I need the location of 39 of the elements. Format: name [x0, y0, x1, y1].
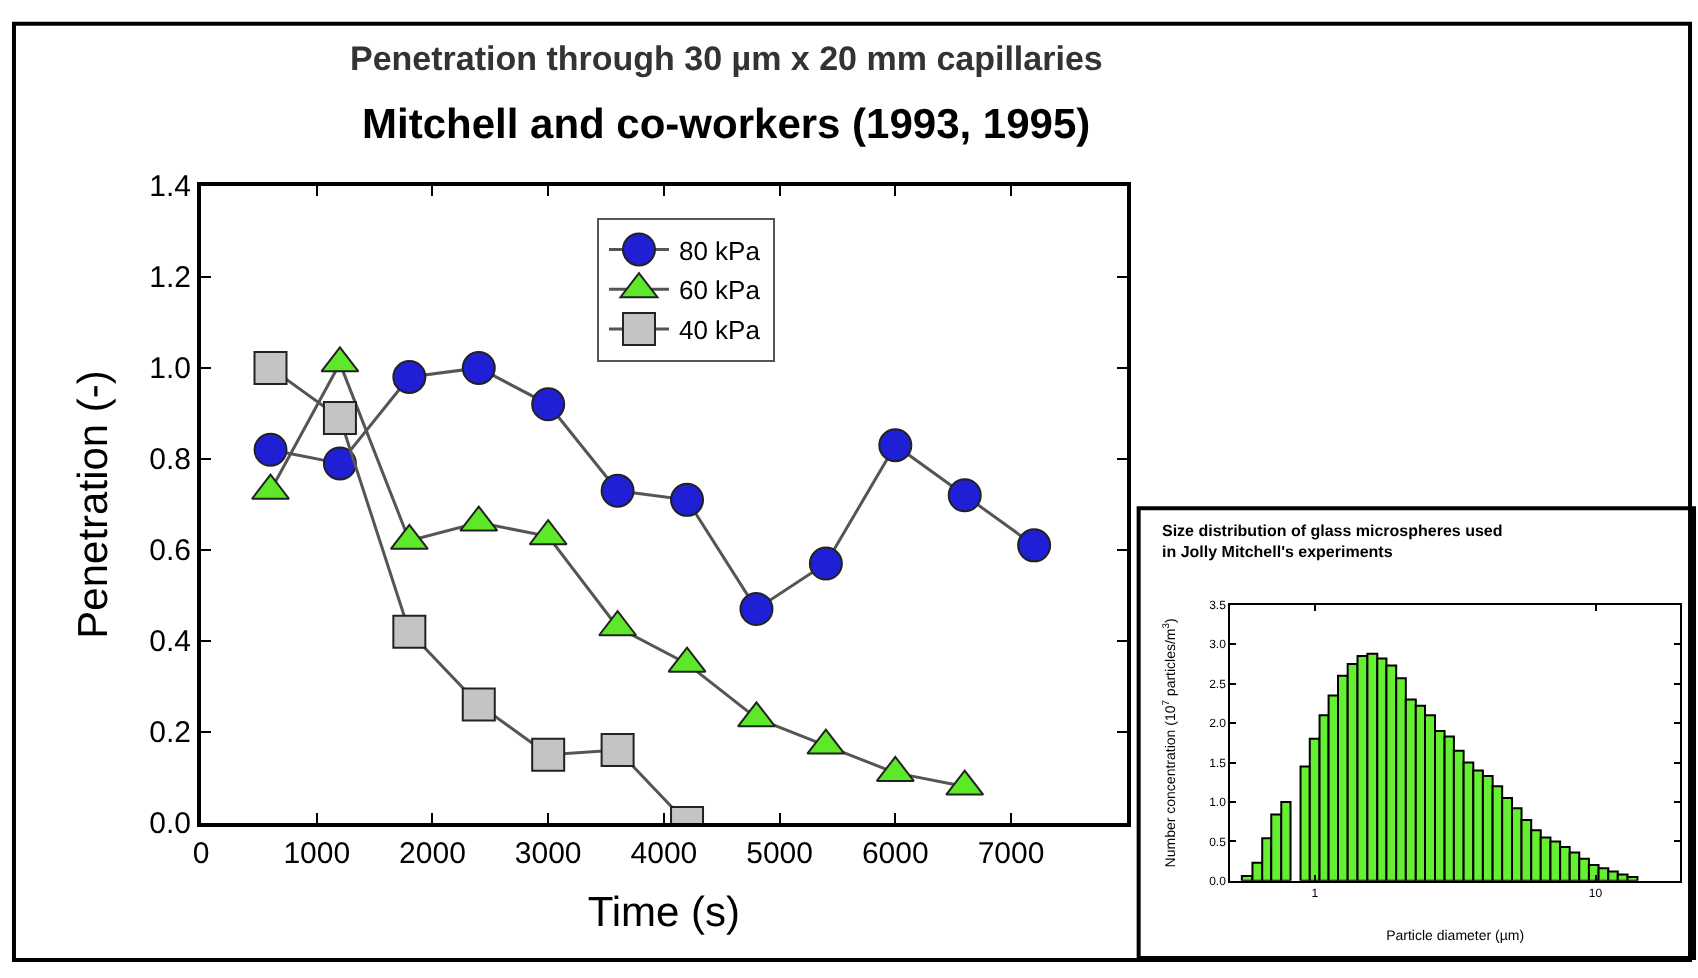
legend-label: 40 kPa: [678, 315, 762, 346]
point: [1017, 528, 1052, 563]
x-tick-label: 6000: [861, 836, 929, 871]
x-tick-label: 7000: [977, 836, 1045, 871]
legend-label: 80 kPa: [678, 235, 762, 266]
point: [531, 387, 566, 422]
point: [253, 432, 288, 467]
y-axis-title: Penetration (-): [70, 370, 117, 639]
y-tick-label: 0.2: [149, 716, 192, 751]
point: [947, 478, 982, 513]
point: [392, 360, 427, 394]
y-tick-label: 1.2: [149, 261, 192, 296]
x-tick-label: 0: [192, 836, 210, 871]
x-tick-label: 3000: [514, 836, 582, 871]
point: [461, 350, 496, 385]
point: [392, 614, 427, 649]
y-tick-label: 1.4: [149, 170, 192, 205]
point: [670, 482, 705, 517]
point: [253, 350, 288, 385]
chart-subtitle: Mitchell and co-workers (1993, 1995): [362, 102, 1091, 148]
point: [322, 400, 357, 435]
point: [878, 428, 913, 463]
x-tick-label: 1000: [283, 836, 351, 871]
y-tick-label: 1.0: [149, 352, 192, 387]
y-tick-label: 0.0: [149, 807, 192, 842]
x-tick-label: 2000: [399, 836, 466, 871]
chart-title: Size distribution of glass microspheres used in Jolly Mitchell's experiments: [1162, 522, 1503, 561]
x-tick-label: 5000: [746, 836, 813, 871]
legend-label: 60 kPa: [678, 275, 762, 306]
point: [322, 446, 357, 481]
point: [808, 546, 843, 581]
point: [600, 473, 635, 508]
y-tick-label: 0.8: [149, 443, 192, 478]
y-tick-label: 0.4: [149, 625, 192, 660]
chart-title: Penetration through 30 µm x 20 mm capillaries: [350, 40, 1103, 78]
x-tick-label: 4000: [630, 836, 698, 871]
x-axis-title: Time (s): [587, 890, 741, 937]
point: [739, 592, 774, 627]
y-tick-label: 0.6: [149, 534, 192, 569]
